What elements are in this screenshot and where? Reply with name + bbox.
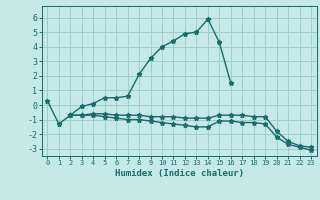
X-axis label: Humidex (Indice chaleur): Humidex (Indice chaleur) — [115, 169, 244, 178]
